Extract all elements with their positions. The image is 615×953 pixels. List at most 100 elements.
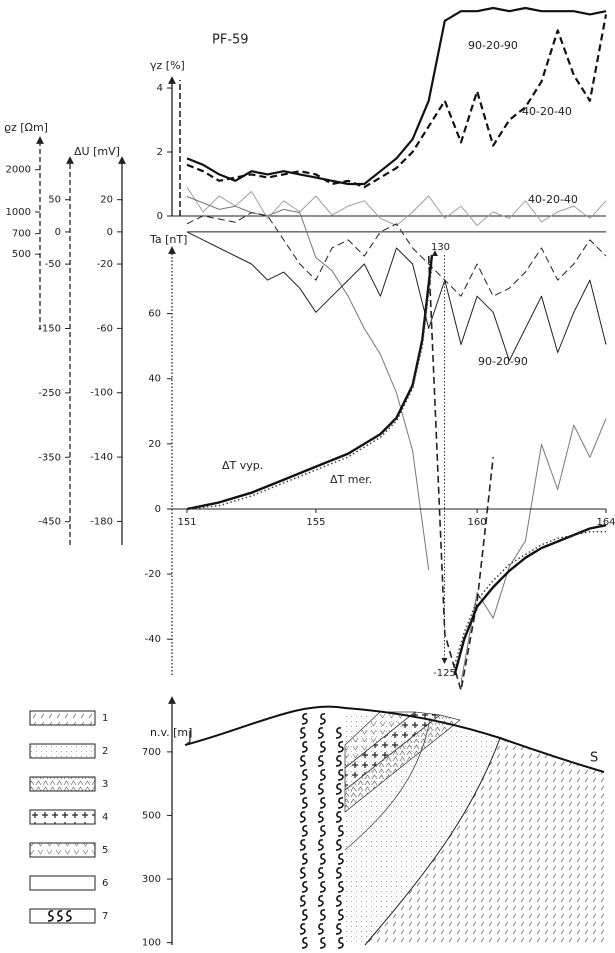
series-label: 90-20-90 — [468, 39, 518, 52]
fault-symbol — [337, 825, 344, 837]
fault-symbol — [301, 937, 308, 949]
fault-symbol — [299, 923, 306, 935]
fault-symbol — [337, 769, 344, 781]
annotation: -125 — [433, 668, 456, 679]
series-label: 40-20-40 — [528, 193, 578, 206]
y-axis-title: γz [%] — [150, 59, 185, 72]
y-tick-label: -150 — [38, 323, 61, 334]
legend-label: 2 — [102, 746, 108, 757]
fault-symbol — [317, 867, 324, 879]
fault-symbol — [335, 811, 342, 823]
fault-symbol — [319, 937, 326, 949]
fault-symbol — [317, 895, 324, 907]
legend-swatch — [29, 743, 96, 759]
fault-symbol — [335, 867, 342, 879]
legend-label: 5 — [102, 845, 108, 856]
y-tick-label: 20 — [148, 439, 161, 450]
fault-symbol — [335, 755, 342, 767]
series-label: 90-20-90 — [478, 355, 528, 368]
legend-swatch — [29, 908, 96, 924]
y-tick-label: -450 — [38, 517, 61, 528]
fault-symbol — [335, 923, 342, 935]
y-tick-label: -140 — [90, 452, 113, 463]
y-tick-label: 0 — [55, 227, 61, 238]
fault-symbol — [299, 811, 306, 823]
y-axis-title: n.v. [m] — [150, 726, 192, 739]
legend-swatch — [29, 809, 96, 825]
legend-swatch — [29, 776, 96, 792]
y-tick-label: 500 — [142, 810, 161, 821]
fault-symbol — [335, 895, 342, 907]
y-tick-label: 2000 — [6, 165, 31, 176]
y-tick-label: -250 — [38, 388, 61, 399]
legend-label: 4 — [102, 812, 108, 823]
fault-symbol — [319, 741, 326, 753]
y-axis-title: ϱz [Ωm] — [4, 121, 48, 134]
y-tick-label: 4 — [157, 83, 163, 94]
y-tick-label: 2 — [157, 147, 163, 158]
fault-symbol — [335, 783, 342, 795]
fault-zone — [299, 713, 344, 949]
section-end-label: J — [187, 730, 192, 745]
x-tick-label: 160 — [468, 517, 487, 528]
fault-symbol — [47, 910, 54, 922]
fault-symbol — [319, 881, 326, 893]
fault-symbol — [301, 881, 308, 893]
series-label: 40-20-40 — [522, 105, 572, 118]
fault-symbol — [319, 825, 326, 837]
y-tick-label: -180 — [90, 516, 113, 527]
y-tick-label: 700 — [142, 747, 161, 758]
x-tick-label: 151 — [177, 517, 196, 528]
fault-symbol — [299, 895, 306, 907]
fault-symbol — [299, 755, 306, 767]
series-line — [186, 196, 607, 683]
fault-symbol — [319, 769, 326, 781]
y-tick-label: 0 — [155, 504, 161, 515]
series-line — [427, 255, 494, 692]
fault-symbol — [317, 783, 324, 795]
fault-symbol — [335, 839, 342, 851]
y-tick-label: -20 — [145, 569, 161, 580]
fault-symbol — [301, 825, 308, 837]
legend-swatch — [29, 842, 96, 858]
y-tick-label: -20 — [97, 259, 113, 270]
y-tick-label: 40 — [148, 374, 161, 385]
section-end-label: S — [590, 751, 598, 766]
series-line — [186, 186, 607, 226]
y-tick-label: 0 — [107, 227, 113, 238]
y-tick-label: 20 — [100, 195, 113, 206]
fault-symbol — [319, 797, 326, 809]
fault-symbol — [317, 727, 324, 739]
series-line — [186, 212, 607, 297]
y-axis-title: Ta [nT] — [149, 233, 187, 246]
series-line — [186, 264, 606, 666]
y-tick-label: -350 — [38, 452, 61, 463]
layer-band — [344, 711, 416, 769]
hatched-zone — [365, 738, 606, 945]
legend-swatch — [29, 710, 96, 726]
annotation: 130 — [431, 242, 450, 253]
fault-symbol — [337, 909, 344, 921]
fault-symbol — [335, 727, 342, 739]
series-label: ΔT mer. — [330, 473, 372, 486]
fault-symbol — [301, 741, 308, 753]
legend-label: 1 — [102, 713, 108, 724]
y-tick-label: 60 — [148, 309, 161, 320]
fault-symbol — [337, 797, 344, 809]
contact-line — [364, 737, 501, 946]
fault-symbol — [317, 839, 324, 851]
legend-label: 3 — [102, 779, 108, 790]
fault-symbol — [299, 839, 306, 851]
fault-symbol — [319, 713, 326, 725]
y-tick-label: 300 — [142, 874, 161, 885]
y-tick-label: -50 — [45, 259, 61, 270]
series-line — [186, 6, 607, 186]
fault-symbol — [301, 909, 308, 921]
fault-symbol — [299, 727, 306, 739]
y-tick-label: -60 — [97, 323, 113, 334]
chart-title: PF-59 — [212, 33, 249, 48]
fault-symbol — [299, 783, 306, 795]
series-line — [186, 254, 607, 676]
